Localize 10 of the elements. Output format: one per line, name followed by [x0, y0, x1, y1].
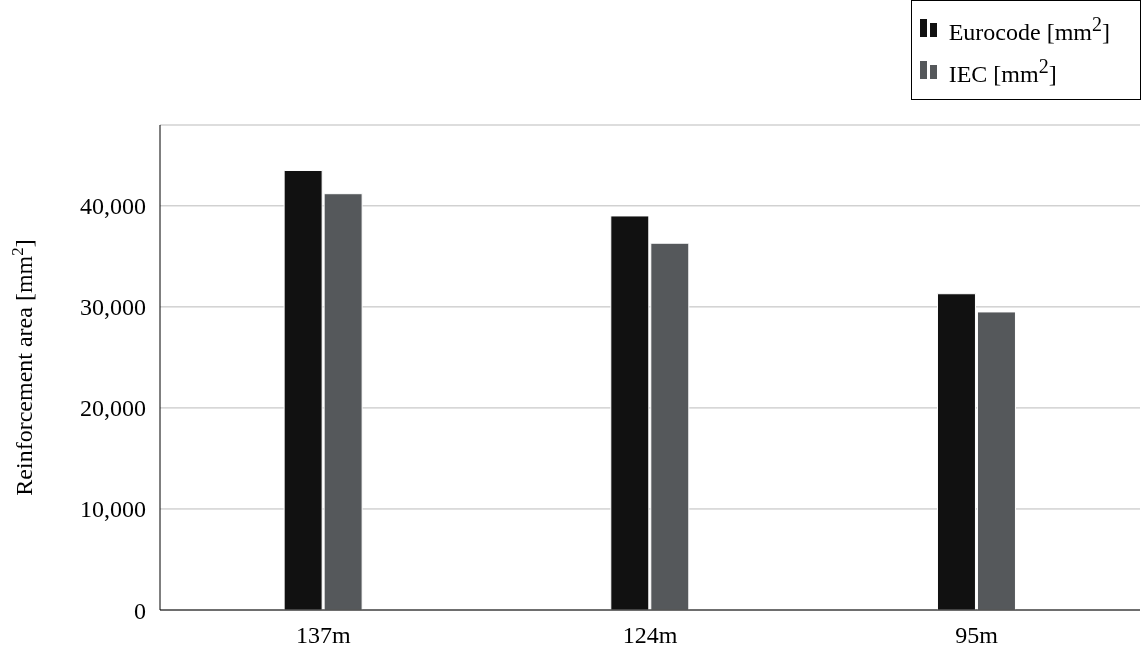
- x-tick-label: 95m: [955, 622, 999, 649]
- y-tick-label: 10,000: [80, 496, 146, 523]
- y-tick-label: 40,000: [80, 193, 146, 220]
- legend-label: IEC [mm$^{2}$]: [948, 54, 1057, 89]
- y-tick-label: 20,000: [80, 395, 146, 422]
- x-tick-label: 137m: [296, 622, 351, 649]
- legend-label: Eurocode [mm$^{2}$]: [948, 12, 1110, 47]
- x-tick-label: 124m: [622, 622, 678, 649]
- y-tick-label: 30,000: [80, 294, 146, 321]
- y-tick-label: 0: [134, 597, 146, 624]
